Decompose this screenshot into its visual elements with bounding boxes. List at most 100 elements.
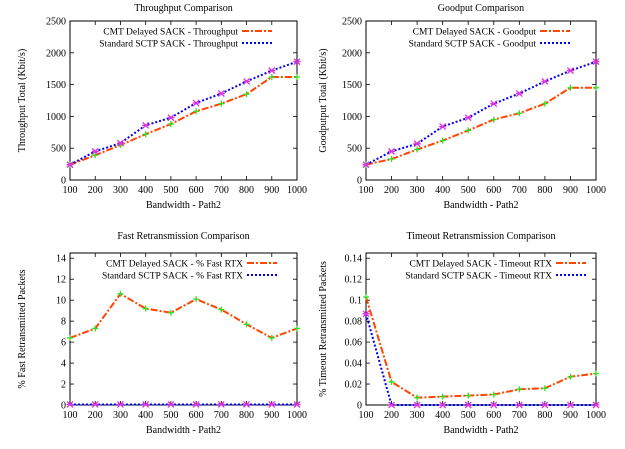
data-point xyxy=(92,325,99,332)
x-tick-label: 300 xyxy=(113,185,128,196)
y-tick-label: 1000 xyxy=(342,112,362,123)
data-point xyxy=(592,58,600,66)
data-point xyxy=(92,152,99,159)
x-tick-label: 900 xyxy=(264,410,279,421)
x-tick-label: 600 xyxy=(189,410,204,421)
series-1 xyxy=(363,84,599,168)
y-tick-label: 0 xyxy=(61,401,66,412)
x-tick-label: 400 xyxy=(138,410,153,421)
x-tick-label: 100 xyxy=(63,185,78,196)
y-tick-label: 0 xyxy=(357,176,362,187)
series-1 xyxy=(67,290,300,341)
x-tick-label: 700 xyxy=(512,410,527,421)
x-axis-label: Bandwidth - Path2 xyxy=(444,200,519,211)
chart-panel-1: Throughput Comparison 100 200 300 400 500 600 7… xyxy=(17,3,307,211)
data-point xyxy=(490,100,498,108)
data-point xyxy=(218,100,225,107)
x-tick-label: 500 xyxy=(163,185,178,196)
y-tick-label: 0.12 xyxy=(345,275,363,286)
series-line xyxy=(365,60,597,166)
data-point xyxy=(192,99,200,107)
x-tick-label: 1000 xyxy=(586,185,606,196)
data-point xyxy=(117,290,124,297)
data-point xyxy=(363,294,369,301)
data-point xyxy=(566,67,574,75)
data-point xyxy=(243,91,250,98)
data-point xyxy=(388,401,396,409)
legend: CMT Delayed SACK - Timeout RTX Standard S… xyxy=(405,260,586,282)
y-tick-label: 8 xyxy=(61,317,66,328)
data-point xyxy=(116,401,124,408)
x-tick-label: 900 xyxy=(563,185,578,196)
legend: CMT Delayed SACK - Throughput Standard SC… xyxy=(99,28,272,50)
data-point xyxy=(362,310,370,318)
x-axis-label: Bandwidth - Path2 xyxy=(444,425,519,436)
data-point xyxy=(243,401,251,408)
chart-panel-4: Timeout Retransmission Comparison 100 200 3… xyxy=(318,231,606,436)
series-2 xyxy=(66,401,301,408)
data-point xyxy=(516,110,523,117)
legend: CMT Delayed SACK - % Fast RTX Standard SC… xyxy=(102,260,277,282)
legend-label: CMT Delayed SACK - Timeout RTX xyxy=(409,260,552,270)
x-tick-label: 100 xyxy=(63,410,78,421)
data-point xyxy=(67,334,73,341)
y-tick-label: 1500 xyxy=(342,80,362,91)
x-tick-label: 900 xyxy=(264,185,279,196)
data-point xyxy=(362,161,370,169)
data-point xyxy=(91,401,99,408)
series-1 xyxy=(363,294,599,401)
data-point xyxy=(91,147,99,155)
series-1 xyxy=(67,73,300,168)
x-tick-label: 1000 xyxy=(586,410,606,421)
data-point xyxy=(439,137,446,144)
data-point xyxy=(490,401,498,409)
data-point xyxy=(388,378,395,385)
y-tick-label: 2500 xyxy=(342,17,362,28)
y-axis-label: % Fast Retransmitted Packets xyxy=(17,269,28,388)
x-tick-label: 100 xyxy=(359,185,374,196)
x-tick-label: 900 xyxy=(563,410,578,421)
y-tick-label: 0.02 xyxy=(345,380,363,391)
legend-label: CMT Delayed SACK - Throughput xyxy=(103,28,238,38)
data-point xyxy=(465,127,472,134)
x-tick-label: 200 xyxy=(88,410,103,421)
y-tick-label: 0.14 xyxy=(345,254,363,265)
data-point xyxy=(414,146,421,153)
x-tick-label: 500 xyxy=(163,410,178,421)
series-2 xyxy=(362,58,600,169)
data-point xyxy=(116,139,124,147)
x-tick-label: 400 xyxy=(435,410,450,421)
legend-label: CMT Delayed SACK - Goodput xyxy=(413,28,537,38)
data-point xyxy=(217,401,225,408)
x-tick-label: 700 xyxy=(512,185,527,196)
x-tick-label: 400 xyxy=(138,185,153,196)
data-point xyxy=(567,84,574,91)
data-point xyxy=(439,393,446,400)
x-axis-label: Bandwidth - Path2 xyxy=(146,200,221,211)
x-tick-label: 800 xyxy=(239,185,254,196)
data-point xyxy=(268,334,275,341)
y-axis-label: Goodputput Total (Kbit/s) xyxy=(318,48,329,152)
x-tick-label: 500 xyxy=(461,185,476,196)
data-point xyxy=(566,401,574,409)
data-point xyxy=(515,401,523,409)
x-tick-label: 600 xyxy=(486,410,501,421)
series-line xyxy=(365,86,596,166)
legend-label: Standard SCTP SACK - Throughput xyxy=(99,40,238,50)
data-point xyxy=(593,84,599,91)
legend: CMT Delayed SACK - Goodput Standard SCTP … xyxy=(409,28,570,50)
series-line xyxy=(69,292,298,340)
data-point xyxy=(193,108,200,115)
x-tick-label: 100 xyxy=(359,410,374,421)
data-point xyxy=(541,385,548,392)
x-tick-label: 500 xyxy=(461,410,476,421)
y-tick-label: 2000 xyxy=(342,48,362,59)
y-tick-label: 6 xyxy=(61,338,66,349)
y-tick-label: 0.08 xyxy=(345,317,363,328)
legend-label: Standard SCTP SACK - Goodput xyxy=(409,40,537,50)
y-tick-label: 14 xyxy=(56,254,66,265)
data-point xyxy=(66,161,74,169)
x-tick-label: 200 xyxy=(384,410,399,421)
x-tick-label: 200 xyxy=(384,185,399,196)
